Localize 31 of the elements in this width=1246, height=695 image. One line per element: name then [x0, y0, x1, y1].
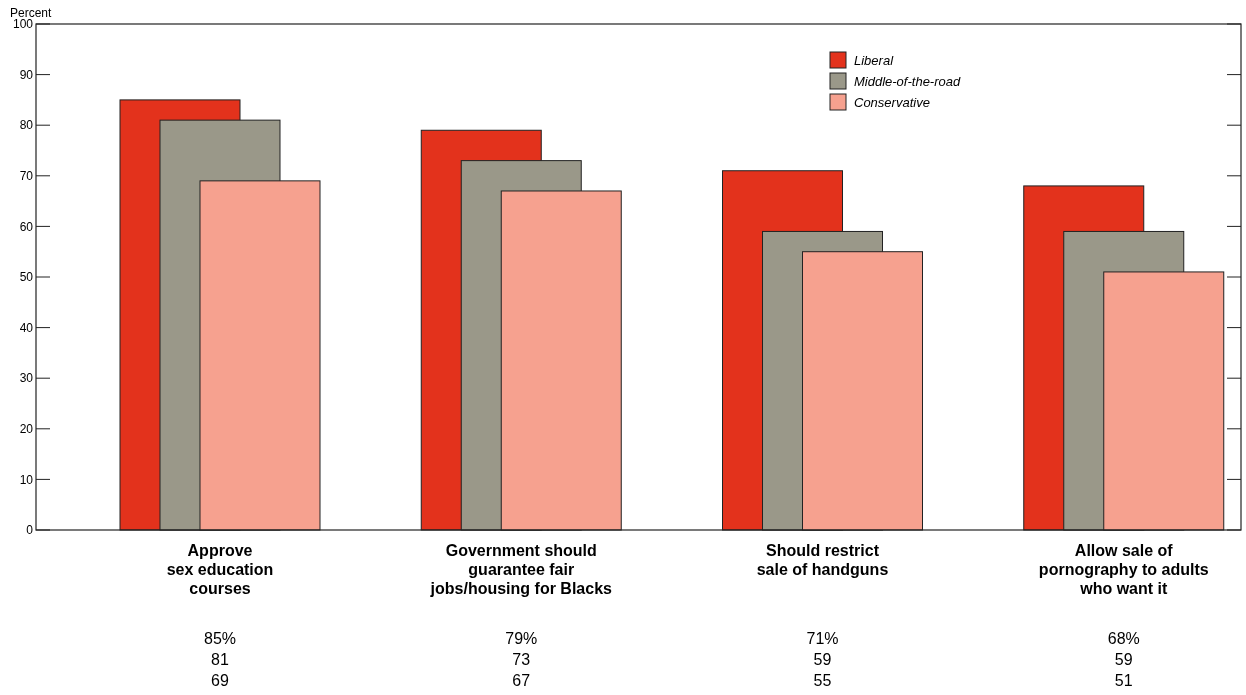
- y-tick-label: 40: [19, 320, 34, 335]
- data-label: 51: [1114, 672, 1133, 689]
- y-tick-label: 70: [19, 169, 34, 183]
- y-tick-label: 60: [19, 219, 34, 234]
- data-label: 73: [512, 651, 531, 668]
- data-label: 85%: [203, 630, 237, 647]
- y-tick-label: 30: [19, 371, 34, 386]
- y-tick-label: 80: [19, 118, 34, 133]
- x-tick-label: Government should guarantee fair jobs/housing for Blacks: [429, 542, 613, 597]
- legend-label: Middle-of-the-road: [854, 74, 961, 89]
- data-label: 59: [1114, 651, 1133, 668]
- data-label: 55: [813, 672, 832, 689]
- legend-label: Conservative: [854, 95, 930, 110]
- y-tick-label: 0: [26, 523, 34, 538]
- data-label: 81: [211, 651, 229, 668]
- data-label: 79%: [505, 630, 538, 647]
- data-label: 67: [512, 672, 531, 689]
- data-label: 71%: [806, 630, 839, 647]
- y-tick-label: 10: [19, 472, 34, 487]
- x-tick-label: Approve sex education courses: [166, 542, 274, 597]
- y-axis-title: Percent: [10, 6, 53, 20]
- legend-label: Liberal: [854, 53, 895, 68]
- data-label: 68%: [1107, 630, 1140, 647]
- x-tick-label: Allow sale of pornography to adults who want it: [1038, 542, 1209, 597]
- x-tick-label: Should restrict sale of handguns: [756, 542, 889, 578]
- y-tick-label: 50: [19, 270, 34, 285]
- data-label: 69: [211, 672, 229, 689]
- y-tick-label: 90: [19, 67, 34, 82]
- y-tick-label: 100: [12, 17, 34, 32]
- y-tick-label: 20: [19, 422, 34, 436]
- data-label: 59: [813, 651, 832, 668]
